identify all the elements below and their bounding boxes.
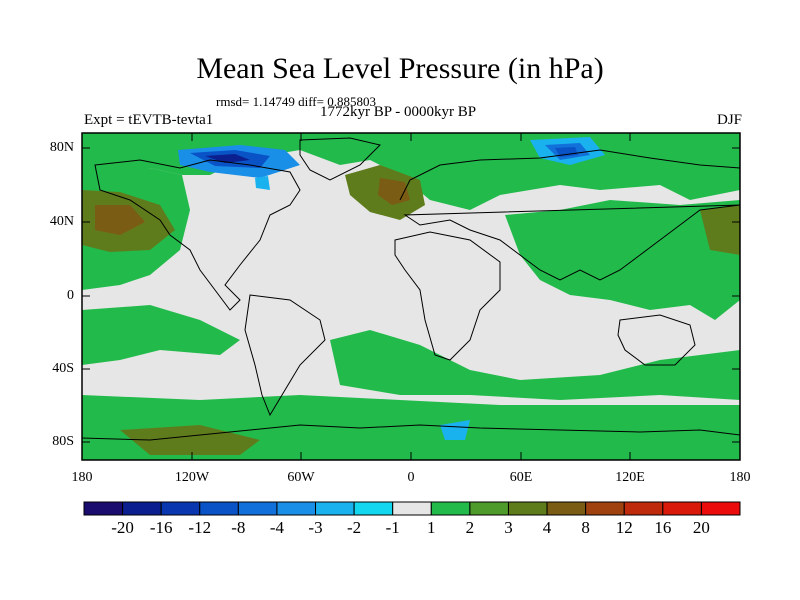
lat-label-0: 0 (67, 288, 74, 303)
colorbar-swatch (430, 501, 471, 516)
lat-label-40s: 40S (52, 361, 74, 376)
colorbar-label: 8 (581, 518, 590, 537)
colorbar-swatch (83, 501, 124, 516)
colorbar-swatch (160, 501, 201, 516)
colorbar-swatch (507, 501, 548, 516)
colorbar-swatch (546, 501, 587, 516)
colorbar-label: -3 (308, 518, 323, 537)
colorbar-swatch (276, 501, 317, 516)
colorbar-label: -12 (188, 518, 212, 537)
colorbar-label: 3 (504, 518, 513, 537)
lat-label-80n: 80N (49, 140, 74, 155)
colorbar-label: 16 (654, 518, 672, 537)
experiment-label: Expt = tEVTB-tevta1 (84, 112, 214, 128)
colorbar-swatch (122, 501, 162, 516)
colorbar-label: 4 (542, 518, 552, 537)
colorbar-label: 2 (465, 518, 475, 537)
axis-ticks (82, 133, 740, 460)
rmsd-diff-stats: rmsd= 1.14749 diff= 0.885803 (216, 94, 376, 109)
colorbar-swatch (662, 501, 702, 516)
lon-label-60w: 60W (287, 470, 315, 485)
lon-label-180e: 180 (729, 470, 751, 485)
lon-label-120e: 120E (615, 470, 645, 485)
colorbar-swatch (623, 501, 664, 516)
colorbar-label: -8 (231, 518, 246, 537)
coastlines (81, 137, 741, 441)
colorbar-label: -4 (269, 518, 285, 537)
lon-label-180w: 180 (71, 470, 93, 485)
colorbar (83, 501, 741, 516)
colorbar-swatch (353, 501, 394, 516)
colorbar-label: -2 (347, 518, 362, 537)
pressure-fields (82, 133, 740, 460)
lon-label-120w: 120W (174, 470, 210, 485)
colorbar-swatch (315, 501, 355, 516)
colorbar-label: 20 (692, 518, 710, 537)
period-label: 1772kyr BP - 0000kyr BP (320, 104, 477, 120)
colorbar-swatch (199, 501, 239, 516)
map-title: Mean Sea Level Pressure (in hPa) (196, 52, 604, 85)
colorbar-swatch (237, 501, 278, 516)
colorbar-label: 12 (615, 518, 633, 537)
colorbar-swatch (469, 501, 509, 516)
colorbar-label: -20 (111, 518, 134, 537)
lat-label-80s: 80S (52, 434, 74, 449)
lat-label-40n: 40N (49, 214, 74, 229)
colorbar-label: -1 (385, 518, 400, 537)
lon-label-0: 0 (407, 470, 415, 485)
colorbar-swatch (392, 501, 432, 516)
lon-label-60e: 60E (509, 470, 533, 485)
colorbar-swatch (700, 501, 741, 516)
colorbar-label: 1 (427, 518, 436, 537)
season-label: DJF (716, 112, 742, 128)
colorbar-swatch (585, 501, 625, 516)
colorbar-label: -16 (149, 518, 173, 537)
